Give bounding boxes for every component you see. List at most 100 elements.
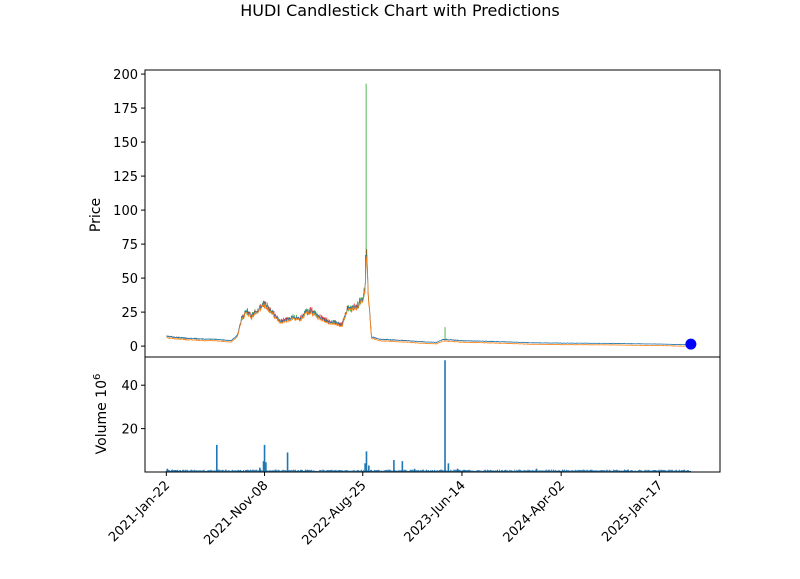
volume-bar <box>327 469 329 472</box>
volume-bar <box>372 470 374 472</box>
volume-bar <box>474 470 476 472</box>
volume-bar <box>523 469 525 472</box>
volume-bar <box>362 470 364 472</box>
volume-bar <box>206 470 208 472</box>
volume-bar <box>382 470 384 472</box>
volume-bar <box>524 470 526 472</box>
volume-bar <box>443 470 445 472</box>
volume-bar <box>214 470 216 472</box>
volume-bar <box>199 470 201 472</box>
price-tick-label: 75 <box>121 238 138 253</box>
volume-bar <box>340 470 342 472</box>
price-tick-label: 175 <box>113 102 138 117</box>
volume-bar <box>345 470 347 472</box>
volume-bar <box>420 470 422 472</box>
volume-bar <box>266 470 268 472</box>
volume-bar <box>511 470 513 472</box>
volume-bar <box>279 470 281 472</box>
volume-bar <box>330 469 332 472</box>
volume-bar <box>648 469 650 472</box>
volume-bar <box>632 470 634 472</box>
volume-bar <box>289 470 291 472</box>
volume-bar <box>499 469 501 472</box>
volume-bar <box>170 469 172 472</box>
volume-bar <box>601 470 603 472</box>
volume-bar <box>269 470 271 472</box>
volume-bar <box>596 470 598 472</box>
volume-bar <box>261 470 263 472</box>
volume-bar <box>242 470 244 472</box>
volume-bar <box>426 470 428 472</box>
volume-spike <box>215 444 218 472</box>
volume-bar <box>462 470 464 472</box>
volume-bar <box>666 470 668 472</box>
volume-bar <box>315 470 317 472</box>
volume-bar <box>668 469 670 472</box>
volume-tick-label: 40 <box>121 379 138 394</box>
volume-bar <box>678 469 680 472</box>
volume-bar <box>209 470 211 472</box>
volume-bar <box>284 470 286 472</box>
volume-bar <box>441 469 443 472</box>
volume-bar <box>616 469 618 472</box>
volume-bar <box>591 469 593 472</box>
volume-bar <box>295 470 297 472</box>
volume-bar <box>317 470 319 472</box>
volume-bar <box>256 469 258 472</box>
volume-bar <box>625 470 627 472</box>
volume-bar <box>339 470 341 472</box>
volume-bar <box>334 470 336 472</box>
volume-spike <box>368 465 370 472</box>
volume-bar <box>278 469 280 472</box>
volume-bar <box>417 469 419 472</box>
volume-spike <box>265 462 267 472</box>
volume-bar <box>674 470 676 472</box>
volume-bar <box>548 469 550 472</box>
volume-spike <box>364 463 366 472</box>
volume-spike <box>263 444 266 472</box>
volume-bar <box>645 469 647 472</box>
volume-bar <box>525 470 527 472</box>
volume-bar <box>207 470 209 472</box>
volume-bar <box>533 470 535 472</box>
volume-bar <box>600 469 602 472</box>
volume-bar <box>685 470 687 472</box>
volume-bar <box>537 470 539 472</box>
volume-bar <box>608 469 610 472</box>
volume-bar <box>388 469 390 472</box>
volume-bar <box>491 470 493 472</box>
volume-bar <box>428 470 430 472</box>
volume-bar <box>587 470 589 472</box>
volume-bar <box>187 469 189 472</box>
volume-bar <box>595 470 597 472</box>
volume-bar <box>391 470 393 472</box>
volume-bar <box>329 470 331 472</box>
volume-bar <box>476 470 478 472</box>
volume-bar <box>361 470 363 472</box>
volume-bar <box>439 469 441 472</box>
volume-bar <box>255 469 257 472</box>
volume-bar <box>610 470 612 472</box>
volume-bar <box>519 469 521 472</box>
volume-bar <box>580 470 582 472</box>
volume-spike <box>365 451 368 472</box>
volume-bar <box>342 470 344 472</box>
x-tick-label: 2024-Apr-02 <box>501 478 568 545</box>
x-tick-label: 2023-Jun-14 <box>402 478 469 545</box>
volume-bar <box>644 470 646 472</box>
volume-bar <box>555 470 557 472</box>
volume-bar <box>183 469 185 472</box>
volume-bar <box>247 469 249 472</box>
volume-bar <box>221 469 223 472</box>
volume-bar <box>689 470 691 472</box>
volume-bar <box>383 470 385 472</box>
volume-bar <box>679 470 681 472</box>
volume-bar <box>190 469 192 472</box>
volume-bar <box>649 470 651 472</box>
volume-bar <box>532 470 534 472</box>
volume-bar <box>227 470 229 472</box>
volume-bar <box>561 470 563 472</box>
volume-bar <box>350 470 352 472</box>
volume-bar <box>378 469 380 472</box>
volume-bar <box>316 470 318 472</box>
